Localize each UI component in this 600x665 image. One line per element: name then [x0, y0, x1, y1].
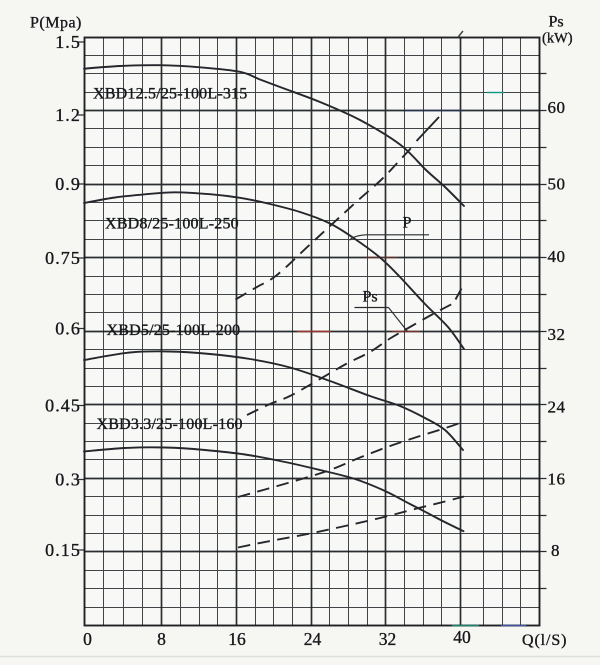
svg-text:Q(l/S): Q(l/S)	[522, 632, 567, 649]
svg-text:1.5: 1.5	[55, 32, 81, 52]
svg-text:0.45: 0.45	[45, 396, 81, 416]
svg-text:XBD5/25-100L-200: XBD5/25-100L-200	[107, 322, 241, 339]
svg-text:0.75: 0.75	[45, 248, 81, 268]
svg-text:24: 24	[304, 629, 322, 649]
svg-text:8: 8	[157, 629, 166, 649]
svg-text:0.3: 0.3	[55, 470, 81, 490]
svg-text:XBD12.5/25-100L-315: XBD12.5/25-100L-315	[93, 86, 247, 103]
svg-text:40: 40	[453, 627, 471, 647]
svg-text:XBD8/25-100L-250: XBD8/25-100L-250	[105, 216, 239, 233]
svg-text:(kW): (kW)	[542, 31, 573, 47]
svg-text:0.6: 0.6	[55, 319, 81, 339]
svg-text:XBD3.3/25-100L-160: XBD3.3/25-100L-160	[97, 416, 243, 433]
svg-text:P(Mpa): P(Mpa)	[30, 15, 82, 32]
svg-text:P: P	[403, 215, 412, 232]
svg-text:8: 8	[551, 541, 560, 560]
svg-text:Ps: Ps	[549, 14, 564, 31]
svg-text:40: 40	[548, 247, 566, 266]
svg-text:32: 32	[548, 325, 566, 344]
svg-text:Ps: Ps	[363, 289, 378, 306]
svg-text:60: 60	[548, 98, 566, 117]
svg-text:0.15: 0.15	[45, 540, 81, 560]
svg-text:16: 16	[228, 629, 246, 649]
svg-text:24: 24	[548, 398, 566, 417]
svg-text:0.9: 0.9	[55, 174, 81, 194]
svg-text:1.2: 1.2	[55, 105, 81, 125]
svg-text:32: 32	[379, 629, 397, 649]
svg-text:50: 50	[548, 175, 566, 194]
svg-text:16: 16	[548, 470, 566, 489]
svg-text:0: 0	[83, 629, 92, 649]
